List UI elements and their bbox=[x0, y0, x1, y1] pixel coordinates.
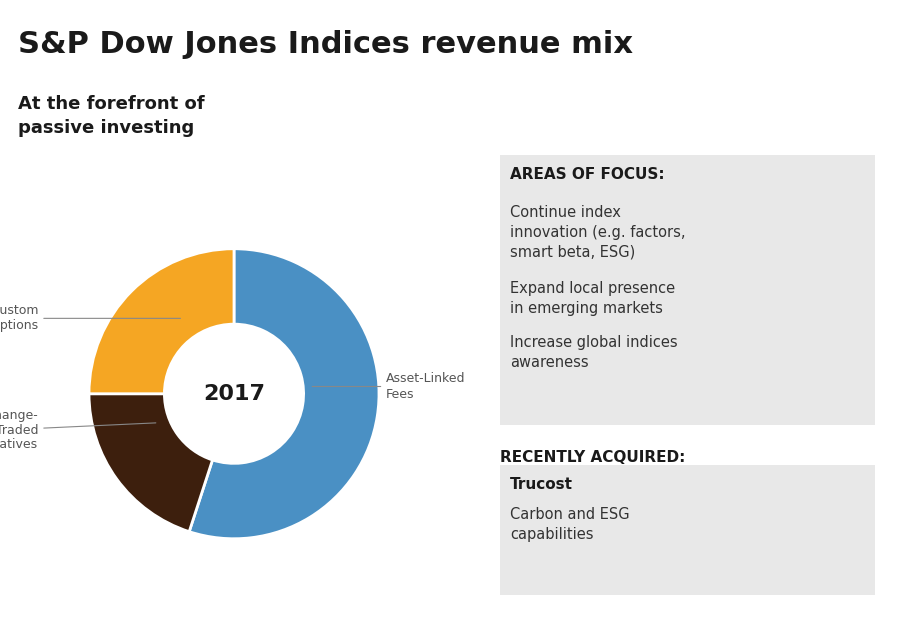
Text: Expand local presence
in emerging markets: Expand local presence in emerging market… bbox=[510, 281, 675, 316]
Text: RECENTLY ACQUIRED:: RECENTLY ACQUIRED: bbox=[500, 450, 686, 465]
Text: 2017: 2017 bbox=[203, 384, 265, 404]
Text: Exchange-
Traded
Derivatives: Exchange- Traded Derivatives bbox=[0, 409, 156, 451]
Text: S&P Dow Jones Indices revenue mix: S&P Dow Jones Indices revenue mix bbox=[18, 30, 633, 59]
Text: Data & Custom
Subscriptions: Data & Custom Subscriptions bbox=[0, 304, 181, 332]
FancyBboxPatch shape bbox=[500, 155, 875, 425]
Text: Continue index
innovation (e.g. factors,
smart beta, ESG): Continue index innovation (e.g. factors,… bbox=[510, 205, 686, 259]
Text: Increase global indices
awareness: Increase global indices awareness bbox=[510, 335, 678, 370]
Text: At the forefront of
passive investing: At the forefront of passive investing bbox=[18, 95, 204, 137]
Wedge shape bbox=[89, 394, 212, 532]
Text: AREAS OF FOCUS:: AREAS OF FOCUS: bbox=[510, 167, 664, 182]
Wedge shape bbox=[189, 249, 379, 539]
Text: Carbon and ESG
capabilities: Carbon and ESG capabilities bbox=[510, 507, 630, 542]
FancyBboxPatch shape bbox=[500, 465, 875, 595]
Text: Trucost: Trucost bbox=[510, 477, 573, 492]
Text: Asset-Linked
Fees: Asset-Linked Fees bbox=[312, 372, 466, 401]
Wedge shape bbox=[89, 249, 234, 394]
